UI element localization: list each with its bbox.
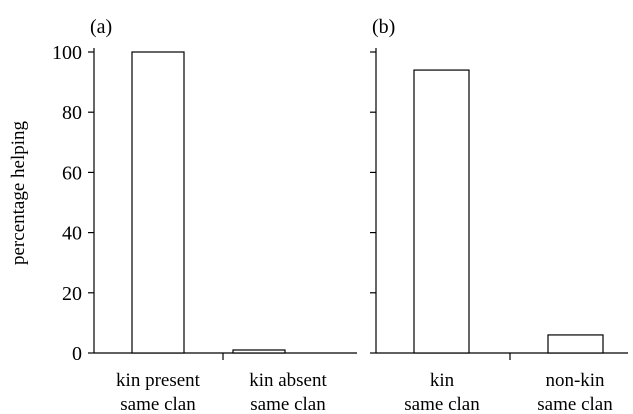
y-axis-label: percentage helping [8, 120, 29, 265]
panel-b-bars [413, 69, 604, 354]
category-label: same clan [120, 394, 196, 414]
panel-a-category-labels: kin present same clan kin absent same clan [116, 370, 327, 414]
panel-a-label: (a) [90, 16, 112, 38]
panel-a: (a) percentage helping 0 20 40 60 80 100 kin … [8, 16, 357, 414]
panel-b-label: (b) [372, 16, 395, 38]
bar-b-1 [413, 69, 470, 354]
panel-a-bars [131, 51, 286, 354]
category-label: same clan [404, 394, 480, 414]
category-label: kin absent [249, 370, 327, 391]
category-label: kin [430, 370, 455, 391]
bar-a-2 [232, 349, 286, 354]
panel-b: (b) kin same clan non-kin same clan [370, 16, 628, 414]
category-label: same clan [250, 394, 326, 414]
bar-a-1 [131, 51, 185, 354]
panel-b-y-ticks [370, 51, 511, 360]
y-tick-label: 100 [52, 42, 82, 64]
category-label: non-kin [545, 370, 605, 391]
category-label: kin present [116, 370, 201, 391]
category-label: same clan [537, 394, 613, 414]
y-tick-label: 60 [62, 162, 82, 184]
y-tick-label: 20 [62, 283, 82, 305]
y-tick-label: 40 [62, 223, 82, 245]
y-tick-label: 0 [72, 343, 82, 365]
panel-a-y-ticks: 0 20 40 60 80 100 [52, 42, 224, 365]
panel-b-category-labels: kin same clan non-kin same clan [404, 370, 613, 414]
bar-b-2 [547, 334, 604, 354]
y-tick-label: 80 [62, 102, 82, 124]
